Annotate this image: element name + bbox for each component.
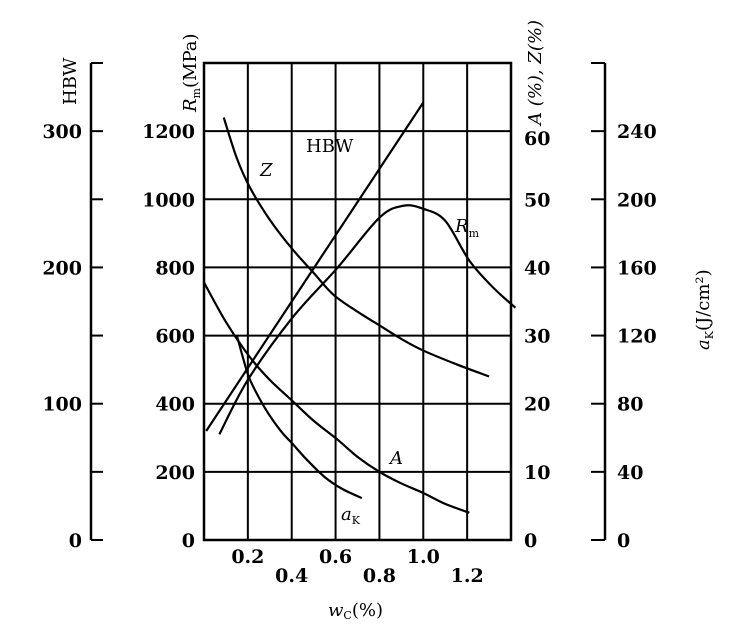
az-tick-label: 50 [524, 189, 550, 211]
series-label-a: A [388, 448, 403, 469]
series-lines [203, 101, 517, 514]
tick-labels: 0100200300020040060080010001200010203040… [42, 121, 656, 587]
ak-tick-label: 120 [617, 326, 657, 348]
ak-tick-label: 200 [617, 189, 657, 211]
rm-tick-label: 1200 [142, 121, 195, 143]
series-label-z: Z [259, 160, 273, 181]
hbw-tick-label: 300 [42, 121, 82, 143]
series-label-hbw: HBW [306, 136, 354, 157]
axes [89, 62, 607, 541]
rm-tick-label: 0 [182, 530, 195, 552]
x-axis-title-sub: C [343, 609, 351, 622]
ak-tick-label: 40 [617, 462, 643, 484]
az-tick-label: 60 [524, 128, 550, 150]
az-tick-label: 20 [524, 394, 550, 416]
rm-axis-title-sub: m [190, 87, 203, 98]
series-label-rm-main: R [454, 216, 469, 237]
series-line-hbw [205, 101, 425, 432]
ak-tick-label: 240 [617, 121, 657, 143]
x-tick-label: 0.8 [363, 565, 396, 587]
hbw-tick-label: 100 [42, 394, 82, 416]
az-axis-title: A (%), Z(%) [525, 20, 546, 127]
x-axis-title: wC(%) [328, 600, 383, 622]
series-line-z [222, 117, 490, 378]
series-label-rm-sub: m [469, 227, 480, 240]
series-label-ak-sub: K [352, 514, 361, 527]
rm-tick-label: 400 [155, 394, 195, 416]
rm-axis-title-main: R [180, 98, 201, 113]
x-tick-label: 1.2 [451, 565, 484, 587]
rm-tick-label: 800 [155, 257, 195, 279]
rm-axis-title-unit: (MPa) [180, 33, 201, 88]
rm-tick-label: 200 [155, 462, 195, 484]
az-tick-label: 40 [524, 257, 550, 279]
ak-tick-label: 80 [617, 394, 643, 416]
hbw-tick-label: 0 [69, 530, 82, 552]
ak-axis-title-sub: K [703, 330, 716, 339]
hbw-axis-title: HBW [60, 57, 81, 105]
ak-axis-title-unit: (J/cm²) [693, 269, 714, 331]
series-line-ak [235, 335, 363, 500]
x-tick-label: 0.2 [231, 546, 264, 568]
az-tick-label: 30 [524, 326, 550, 348]
series-line-rm [218, 204, 517, 435]
ak-tick-label: 0 [617, 530, 630, 552]
series-label-ak: aK [341, 504, 361, 527]
rm-tick-label: 600 [155, 326, 195, 348]
rm-axis-title: Rm(MPa) [180, 33, 203, 113]
x-tick-label: 0.6 [319, 546, 352, 568]
x-axis-title-main: w [328, 600, 344, 621]
rm-tick-label: 1000 [142, 189, 195, 211]
plot-frame [202, 61, 513, 542]
ak-tick-label: 160 [617, 257, 657, 279]
x-tick-label: 0.4 [275, 565, 308, 587]
grid [204, 63, 511, 540]
series-label-rm: Rm [454, 216, 480, 240]
x-axis-title-unit: (%) [352, 600, 383, 621]
ak-axis-title: aK(J/cm²) [693, 269, 716, 350]
az-tick-label: 0 [524, 530, 537, 552]
hbw-tick-label: 200 [42, 257, 82, 279]
az-tick-label: 10 [524, 462, 550, 484]
ak-axis-title-main: a [693, 339, 714, 350]
x-tick-label: 1.0 [407, 546, 440, 568]
series-line-a [203, 281, 470, 514]
series-label-ak-main: a [341, 504, 352, 525]
